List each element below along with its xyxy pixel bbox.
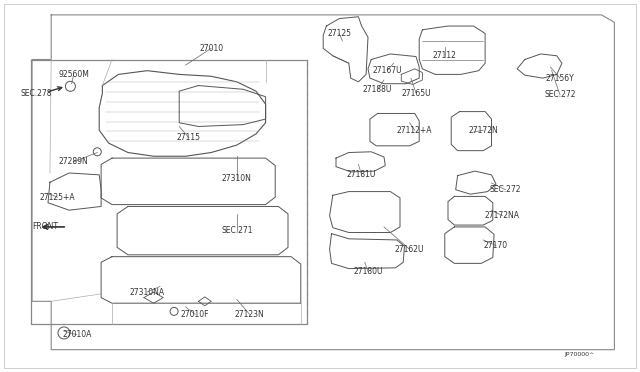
Text: 27010F: 27010F xyxy=(181,310,209,319)
Text: 27125: 27125 xyxy=(327,29,351,38)
Text: 27010A: 27010A xyxy=(62,330,92,339)
Text: SEC.272: SEC.272 xyxy=(490,185,522,194)
Text: 27165U: 27165U xyxy=(401,89,431,97)
Text: 27162U: 27162U xyxy=(395,245,424,254)
Text: 27156Y: 27156Y xyxy=(546,74,574,83)
Text: 27172NA: 27172NA xyxy=(485,211,520,220)
Text: 27125+A: 27125+A xyxy=(40,193,76,202)
Text: 27112+A: 27112+A xyxy=(397,126,433,135)
Text: 27170: 27170 xyxy=(484,241,508,250)
Text: 27167U: 27167U xyxy=(372,66,402,75)
Text: SEC.271: SEC.271 xyxy=(221,226,253,235)
Text: 92560M: 92560M xyxy=(58,70,89,79)
Text: 27310N: 27310N xyxy=(222,174,252,183)
Text: 27123N: 27123N xyxy=(235,310,264,319)
Text: FRONT: FRONT xyxy=(32,222,58,231)
Text: 27289N: 27289N xyxy=(59,157,88,166)
Text: SEC.278: SEC.278 xyxy=(20,89,52,97)
Text: JP70000^: JP70000^ xyxy=(564,352,595,357)
Text: 27115: 27115 xyxy=(177,133,201,142)
Text: 27310NA: 27310NA xyxy=(130,288,164,296)
Text: 27112: 27112 xyxy=(433,51,457,60)
Text: 27010: 27010 xyxy=(199,44,223,53)
Text: 27172N: 27172N xyxy=(468,126,498,135)
Text: 27188U: 27188U xyxy=(363,85,392,94)
Text: 27180U: 27180U xyxy=(353,267,383,276)
Text: SEC.272: SEC.272 xyxy=(544,90,576,99)
Text: 27181U: 27181U xyxy=(347,170,376,179)
